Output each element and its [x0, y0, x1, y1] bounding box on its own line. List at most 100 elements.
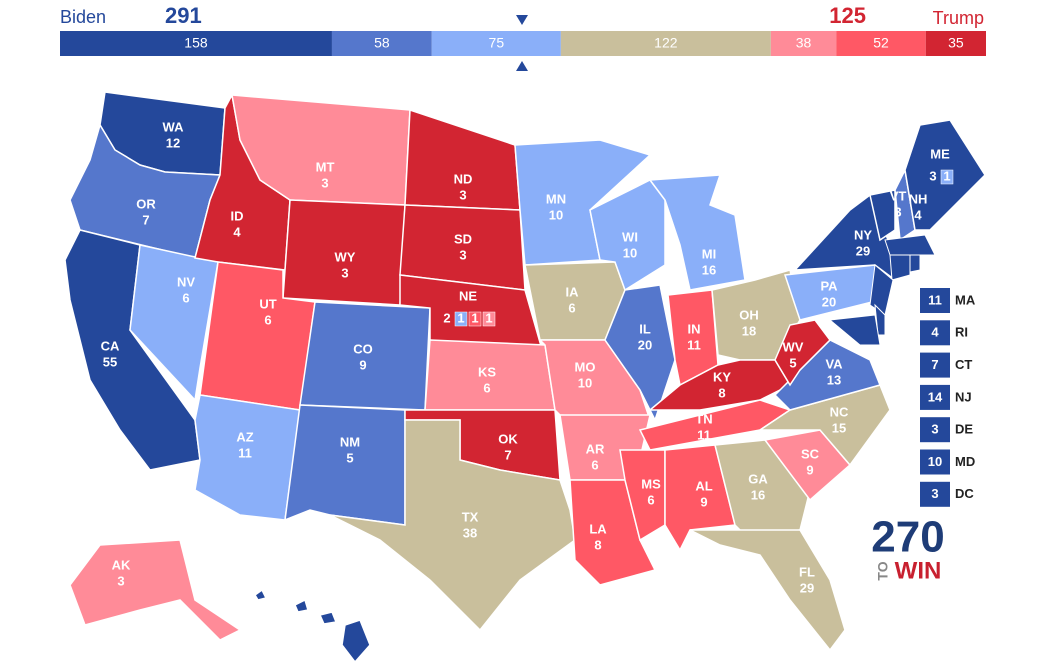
state-shape [774, 319, 831, 387]
state-votes: 6 [647, 492, 654, 507]
state-votes: 11 [687, 337, 701, 352]
state-shape [69, 539, 242, 641]
state-votes: 10 [623, 245, 637, 260]
small-state-box [920, 320, 950, 346]
state-shape [329, 419, 576, 632]
state-abbr: MT [316, 159, 335, 174]
state-abbr: SC [801, 446, 820, 461]
small-state-votes: 10 [928, 454, 942, 469]
state-votes: 6 [182, 290, 189, 305]
district-box [482, 311, 496, 327]
state-shape [869, 189, 896, 242]
state-abbr: LA [589, 521, 607, 536]
state-abbr: MS [641, 476, 661, 491]
small-state-votes: 3 [931, 486, 938, 501]
state-abbr: KS [478, 364, 496, 379]
state-abbr: FL [799, 564, 815, 579]
small-state-votes: 14 [928, 389, 943, 404]
state-shape [294, 598, 309, 613]
state-votes: 5 [346, 450, 353, 465]
small-state-box [920, 352, 950, 378]
small-state-abbr: RI [955, 325, 968, 340]
state-votes: 4 [914, 207, 922, 222]
small-state-box [920, 288, 950, 313]
state-shape [254, 588, 268, 601]
state-shape [884, 234, 936, 256]
state-abbr: WI [622, 229, 638, 244]
small-state-box [920, 481, 950, 507]
state-abbr: MN [546, 191, 566, 206]
bar-label: 58 [374, 35, 390, 51]
state-abbr: CO [353, 341, 373, 356]
state-abbr: IN [688, 321, 701, 336]
state-abbr: AZ [236, 429, 253, 444]
state-votes: 10 [578, 375, 592, 390]
state-abbr: ND [454, 171, 473, 186]
state-abbr: VA [825, 356, 843, 371]
state-votes: 3 [894, 204, 901, 219]
state-votes: 6 [591, 457, 598, 472]
state-votes: 18 [742, 323, 756, 338]
state-votes: 9 [359, 357, 366, 372]
bar-segment [836, 31, 926, 56]
state-shape [604, 284, 676, 422]
state-votes: 9 [806, 462, 813, 477]
state-votes: 11 [238, 445, 252, 460]
district-box [454, 311, 468, 327]
state-abbr: NE [459, 288, 477, 303]
small-state-votes: 11 [928, 292, 942, 307]
bar-segment [431, 31, 561, 56]
state-shape [284, 404, 406, 526]
state-votes: 8 [718, 385, 725, 400]
state-votes: 15 [832, 420, 846, 435]
logo-number: 270 [871, 513, 944, 562]
small-state-votes: 7 [931, 357, 938, 372]
state-abbr: WV [783, 339, 804, 354]
bar-label: 75 [489, 35, 505, 51]
small-state-box [920, 384, 950, 410]
state-abbr: GA [748, 471, 768, 486]
bar-segment [560, 31, 771, 56]
state-votes: 3 [321, 175, 328, 190]
state-abbr: OR [136, 196, 156, 211]
logo-win: WIN [895, 557, 942, 584]
small-state-box [920, 449, 950, 475]
small-state-votes: 3 [931, 422, 938, 437]
district-votes: 1 [485, 310, 492, 325]
small-state-abbr: DE [955, 422, 973, 437]
state-votes: 55 [103, 354, 117, 369]
state-votes: 6 [483, 380, 490, 395]
bar-label: 158 [184, 35, 208, 51]
district-box [940, 169, 954, 185]
right-total: 125 [829, 3, 866, 28]
labels: WA12OR7CA55NV6ID4MT3WY3UT6CO9AZ11NM5ND3S… [101, 119, 976, 662]
state-votes: 20 [822, 294, 836, 309]
state-abbr: WA [163, 119, 185, 134]
bar-label: 52 [873, 35, 889, 51]
state-shape [318, 611, 338, 625]
bar-label: 35 [948, 35, 964, 51]
state-abbr: AL [695, 478, 712, 493]
small-state-abbr: NJ [955, 389, 972, 404]
map [64, 91, 986, 664]
small-state-box [920, 417, 950, 443]
state-abbr: NV [177, 274, 195, 289]
state-abbr: SD [454, 231, 472, 246]
state-votes: 4 [233, 224, 241, 239]
marker-arrow [516, 15, 528, 25]
state-shape [889, 254, 911, 281]
state-votes: 13 [827, 372, 841, 387]
bar-label: 38 [796, 35, 812, 51]
state-abbr: CA [101, 338, 120, 353]
state-abbr: OH [739, 307, 759, 322]
bar-segment [331, 31, 432, 56]
state-shape [648, 174, 746, 291]
state-votes: 38 [463, 525, 477, 540]
state-abbr: UT [259, 296, 276, 311]
state-votes: 3 [341, 265, 348, 280]
state-abbr: WY [335, 249, 356, 264]
state-abbr: IL [639, 321, 651, 336]
state-votes: 6 [264, 312, 271, 327]
state-votes: 2 [443, 310, 450, 325]
state-votes: 5 [789, 355, 796, 370]
